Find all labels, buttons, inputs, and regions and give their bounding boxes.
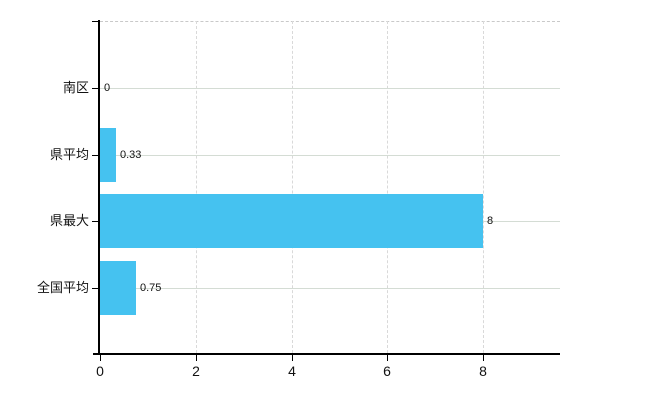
plot-top-border [100, 21, 560, 22]
x-tick [100, 355, 101, 361]
value-label: 0.75 [140, 282, 162, 294]
v-gridline [196, 21, 197, 353]
x-tick [483, 355, 484, 361]
x-tick-label: 4 [288, 363, 296, 379]
value-label: 0 [104, 82, 111, 94]
y-tick [92, 155, 98, 156]
v-gridline [387, 21, 388, 353]
h-gridline [100, 288, 560, 289]
bar [100, 128, 116, 182]
category-label: 県平均 [49, 147, 89, 162]
bar [100, 194, 483, 248]
category-label: 南区 [62, 80, 89, 95]
h-gridline [100, 155, 560, 156]
bar [100, 261, 136, 315]
y-axis-line [98, 20, 100, 355]
y-tick [92, 221, 98, 222]
x-tick [387, 355, 388, 361]
y-tick [92, 288, 98, 289]
x-axis-line [93, 353, 560, 355]
category-label: 県最大 [49, 213, 89, 228]
x-tick-label: 8 [479, 363, 487, 379]
category-label: 全国平均 [36, 280, 89, 295]
value-label: 0.33 [120, 149, 142, 161]
v-gridline [292, 21, 293, 353]
x-tick-label: 2 [192, 363, 200, 379]
y-tick [92, 88, 98, 89]
h-gridline [100, 88, 560, 89]
value-label: 8 [487, 215, 494, 227]
x-tick [196, 355, 197, 361]
y-axis-end-tick [92, 21, 98, 22]
x-tick-label: 6 [383, 363, 391, 379]
x-tick [292, 355, 293, 361]
v-gridline [483, 21, 484, 353]
x-tick-label: 0 [96, 363, 104, 379]
